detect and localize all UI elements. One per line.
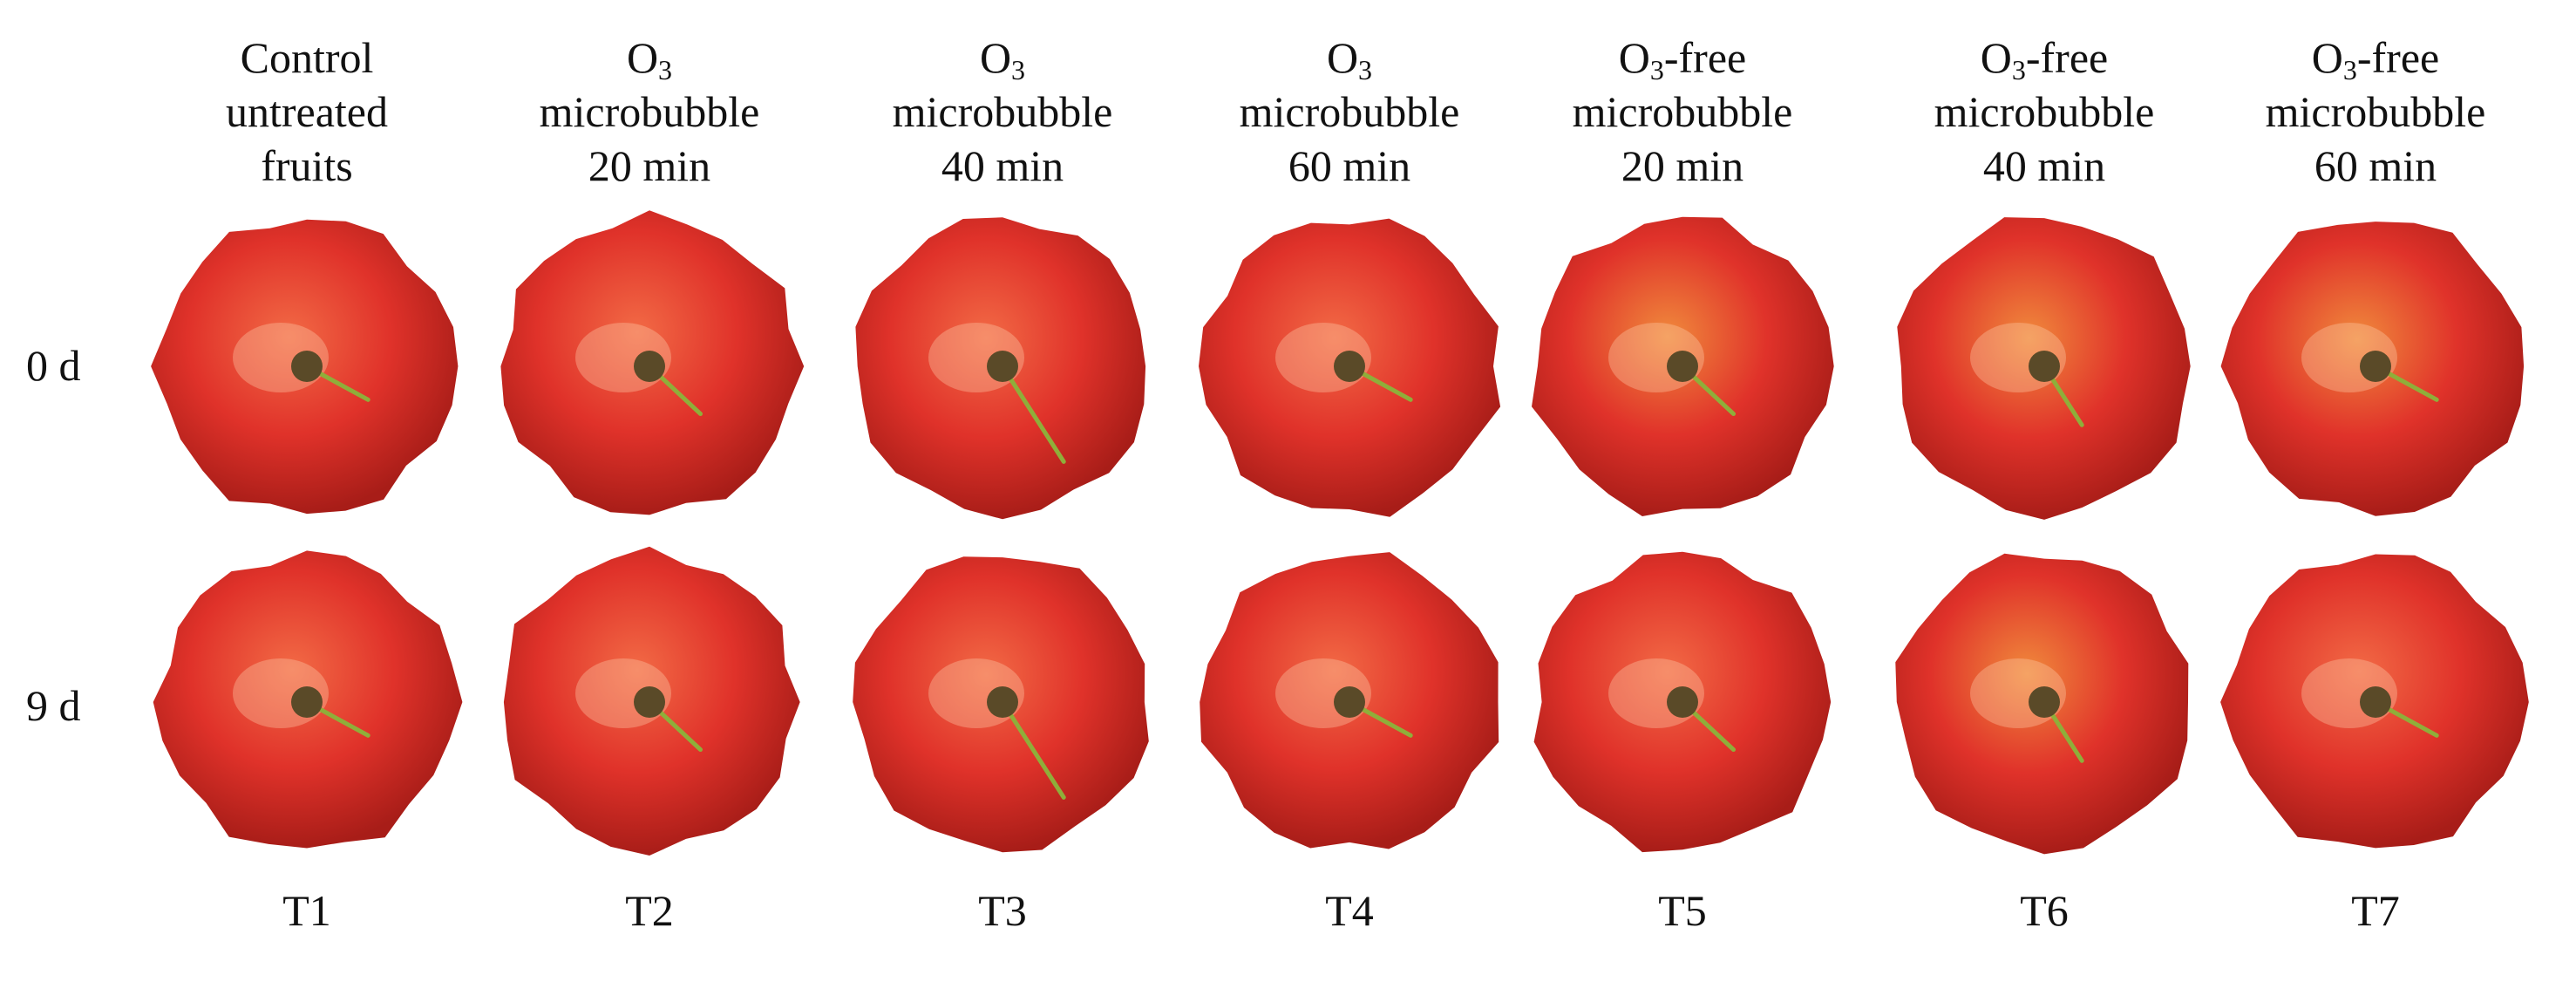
column-header-line: O3 <box>979 33 1026 85</box>
fruit-calyx <box>291 686 323 718</box>
fruit-stem <box>1000 364 1066 464</box>
fruit-photo <box>1532 216 1834 516</box>
column-header-t5: O3-free microbubble 20 min <box>1526 31 1839 193</box>
treatment-code-label: T2 <box>625 886 674 935</box>
treatment-code-label: T7 <box>2351 886 2400 935</box>
fruit-calyx <box>2029 351 2060 382</box>
fruit-calyx <box>987 686 1018 718</box>
fruit-photo <box>1200 552 1499 849</box>
column-header-t3: O3 microbubble 40 min <box>846 31 1159 193</box>
column-header-t2: O3 microbubble 20 min <box>493 31 806 193</box>
fruit-photo <box>2220 222 2525 516</box>
treatment-code-label: T5 <box>1658 886 1707 935</box>
fruit-photo <box>1895 553 2189 855</box>
column-header-line: 40 min <box>941 141 1064 190</box>
treatment-code-label: T3 <box>978 886 1027 935</box>
fruit-calyx <box>2029 686 2060 718</box>
fruit-photo <box>503 546 800 856</box>
column-header-line: Control <box>240 33 374 82</box>
fruit-calyx <box>634 351 665 382</box>
column-header-t1: Control untreated fruits <box>150 31 464 193</box>
column-header-line: 60 min <box>2314 141 2437 190</box>
fruit-photo <box>853 556 1149 853</box>
fruit-calyx <box>1334 686 1365 718</box>
fruit-calyx <box>291 351 323 382</box>
column-header-line: microbubble <box>1934 87 2155 136</box>
column-header-line: untreated <box>225 87 388 136</box>
row-label-day: 9 d <box>26 681 81 730</box>
column-header-line: microbubble <box>539 87 760 136</box>
column-header-line: microbubble <box>1239 87 1460 136</box>
fruit-calyx <box>987 351 1018 382</box>
column-header-line: O3-free <box>2311 33 2440 85</box>
fruit-calyx <box>1667 686 1698 718</box>
column-header-line: 20 min <box>1621 141 1744 190</box>
column-header-line: fruits <box>261 141 353 190</box>
fruit-calyx <box>1334 351 1365 382</box>
treatment-code-label: T6 <box>2020 886 2069 935</box>
column-header-line: microbubble <box>892 87 1113 136</box>
fruit-calyx <box>1667 351 1698 382</box>
treatment-code-label: T4 <box>1325 886 1374 935</box>
column-header-t4: O3 microbubble 60 min <box>1193 31 1506 193</box>
fruit-photo <box>2220 554 2529 849</box>
column-header-line: 60 min <box>1288 141 1411 190</box>
column-header-t7: O3-free microbubble 60 min <box>2219 31 2532 193</box>
fruit-photo <box>1533 551 1832 853</box>
fruit-calyx <box>2360 351 2391 382</box>
treatment-code-label: T1 <box>282 886 331 935</box>
fruit-photo <box>153 550 463 849</box>
fruit-photo <box>151 219 459 515</box>
fruit-photo <box>1199 218 1501 517</box>
fruit-photo <box>500 210 805 515</box>
column-header-line: O3 <box>626 33 673 85</box>
column-header-line: 40 min <box>1982 141 2106 190</box>
fruit-stem <box>1000 699 1066 800</box>
fruit-photo <box>855 217 1146 520</box>
column-header-line: O3-free <box>1980 33 2109 85</box>
column-header-line: microbubble <box>1572 87 1793 136</box>
fruit-photo <box>1897 217 2191 520</box>
column-header-line: O3 <box>1326 33 1373 85</box>
column-header-t6: O3-free microbubble 40 min <box>1887 31 2201 193</box>
fruit-calyx <box>634 686 665 718</box>
column-header-line: 20 min <box>588 141 711 190</box>
fruit-calyx <box>2360 686 2391 718</box>
column-header-line: microbubble <box>2265 87 2486 136</box>
row-label-day: 0 d <box>26 341 81 390</box>
column-header-line: O3-free <box>1618 33 1747 85</box>
